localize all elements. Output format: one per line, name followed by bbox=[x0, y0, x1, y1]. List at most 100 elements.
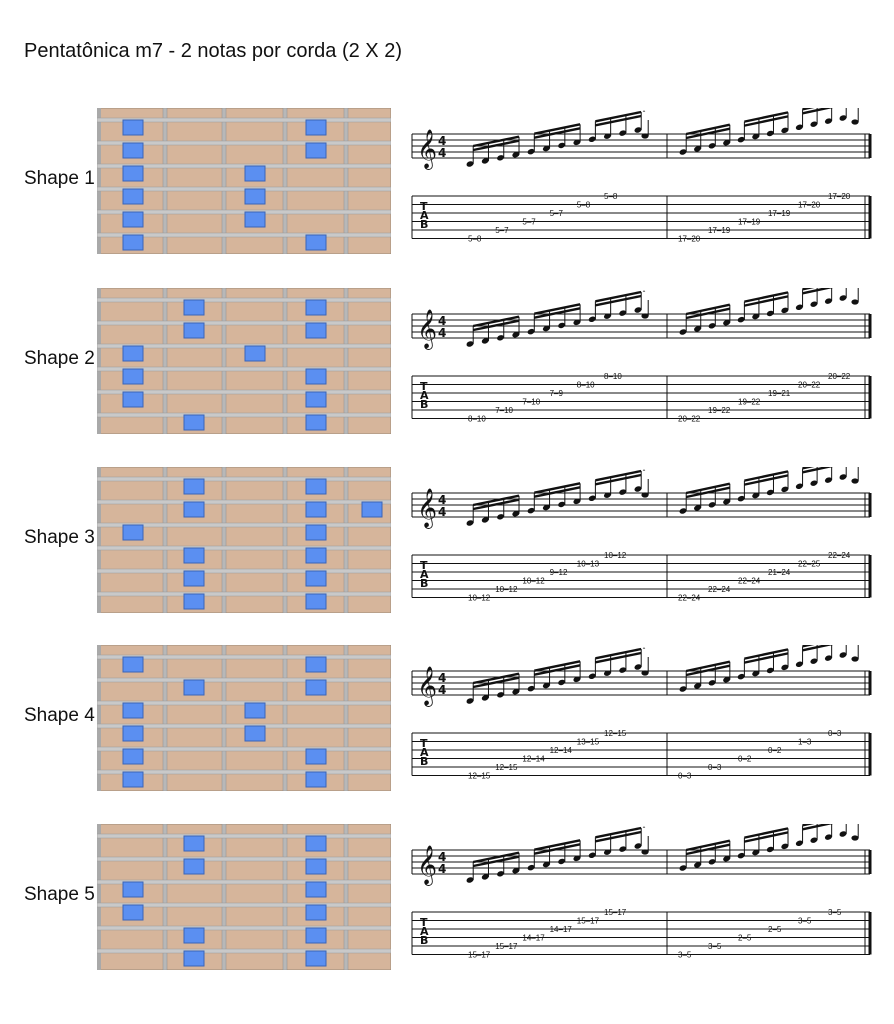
note-marker bbox=[305, 391, 327, 408]
note-head bbox=[737, 852, 745, 859]
beam bbox=[685, 486, 731, 499]
note-head bbox=[603, 492, 611, 498]
fret-wire bbox=[343, 467, 349, 613]
time-signature: 4 bbox=[438, 505, 446, 519]
note-head bbox=[573, 498, 581, 505]
note-marker bbox=[122, 345, 144, 362]
note-head bbox=[481, 695, 489, 701]
beam bbox=[802, 108, 834, 115]
note-head bbox=[542, 504, 550, 511]
note-head bbox=[573, 855, 581, 862]
tab-number: 17–20 bbox=[798, 201, 821, 210]
beam bbox=[595, 290, 642, 303]
guitar-string bbox=[97, 476, 391, 482]
beam bbox=[595, 473, 642, 486]
tab-number: 0–2 bbox=[768, 746, 782, 755]
tab-number: 0–3 bbox=[828, 729, 842, 738]
note-head bbox=[752, 133, 760, 140]
tab-number: 2–5 bbox=[768, 925, 782, 934]
note-head bbox=[497, 514, 505, 520]
note-head bbox=[810, 837, 818, 843]
time-signature: 4 bbox=[438, 683, 446, 697]
note-head bbox=[679, 329, 687, 335]
note-head bbox=[839, 831, 847, 837]
fretboard-diagram bbox=[97, 108, 391, 254]
nut bbox=[97, 467, 101, 613]
note-marker bbox=[122, 165, 144, 182]
tab-clef: T bbox=[420, 737, 428, 750]
tab-number: 7–10 bbox=[522, 398, 540, 407]
fret-wire bbox=[282, 645, 288, 791]
time-signature: 4 bbox=[438, 134, 446, 148]
note-marker bbox=[183, 478, 205, 495]
beam bbox=[685, 839, 731, 852]
beam bbox=[534, 660, 581, 672]
tab-number: 12–15 bbox=[604, 729, 627, 738]
shape-row: Shape 2𝄞44TABˆˆ8–107–107–107–98–108–1020… bbox=[0, 288, 894, 438]
shape-label: Shape 4 bbox=[24, 705, 95, 726]
note-head bbox=[839, 295, 847, 301]
note-marker bbox=[122, 211, 144, 228]
fret-wire bbox=[162, 645, 168, 791]
note-head bbox=[752, 313, 760, 320]
note-head bbox=[824, 298, 832, 304]
note-head bbox=[542, 145, 550, 152]
note-marker bbox=[305, 501, 327, 518]
beam bbox=[472, 315, 520, 328]
note-head bbox=[603, 133, 611, 139]
tab-number: 17–20 bbox=[828, 192, 851, 201]
beam bbox=[472, 139, 520, 152]
note-head bbox=[824, 477, 832, 483]
shape-row: Shape 3𝄞44TABˆˆ10–1210–1210–129–1210–131… bbox=[0, 467, 894, 617]
shape-row: Shape 5𝄞44TABˆˆ15–1715–1714–1714–1715–17… bbox=[0, 824, 894, 974]
note-head bbox=[781, 307, 789, 314]
note-head bbox=[781, 664, 789, 671]
guitar-string bbox=[97, 499, 391, 505]
note-head bbox=[679, 686, 687, 692]
note-head bbox=[542, 325, 550, 332]
note-marker bbox=[122, 771, 144, 788]
note-marker bbox=[305, 858, 327, 875]
note-marker bbox=[244, 702, 266, 719]
tab-clef: T bbox=[420, 916, 428, 929]
tab-number: 19–22 bbox=[738, 398, 761, 407]
note-head bbox=[737, 673, 745, 680]
tab-number: 10–12 bbox=[495, 585, 518, 594]
note-head bbox=[634, 664, 642, 670]
notation: 𝄞44TABˆˆ5–85–75–75–75–85–817–2017–1917–1… bbox=[408, 108, 880, 254]
beam bbox=[595, 830, 642, 843]
note-marker bbox=[122, 368, 144, 385]
note-head bbox=[481, 874, 489, 880]
beam bbox=[744, 111, 789, 123]
note-marker bbox=[305, 771, 327, 788]
note-head bbox=[573, 676, 581, 683]
note-head bbox=[641, 133, 649, 139]
beam bbox=[744, 648, 789, 660]
tab-number: 15–17 bbox=[577, 917, 600, 926]
shape-label: Shape 3 bbox=[24, 527, 95, 548]
tab-number: 0–3 bbox=[678, 772, 692, 781]
note-marker bbox=[305, 679, 327, 696]
note-head bbox=[851, 835, 859, 841]
note-head bbox=[810, 658, 818, 664]
tab-number: 20–22 bbox=[828, 372, 851, 381]
note-head bbox=[708, 680, 716, 686]
notation: 𝄞44TABˆˆ8–107–107–107–98–108–1020–2219–2… bbox=[408, 288, 880, 434]
tab-number: 7–10 bbox=[495, 406, 513, 415]
note-head bbox=[708, 502, 716, 508]
notation-tab: 𝄞44TABˆˆ15–1715–1714–1714–1715–1715–173–… bbox=[411, 824, 872, 960]
notation-tab: 𝄞44TABˆˆ5–85–75–75–75–85–817–2017–1917–1… bbox=[411, 108, 872, 244]
page-title: Pentatônica m7 - 2 notas por corda (2 X … bbox=[24, 40, 402, 62]
note-head bbox=[641, 492, 649, 498]
beam bbox=[472, 135, 520, 148]
tab-clef: A bbox=[420, 389, 429, 402]
time-signature: 4 bbox=[438, 146, 446, 160]
guitar-string bbox=[97, 879, 391, 885]
note-head bbox=[481, 158, 489, 164]
note-head bbox=[679, 508, 687, 514]
nut bbox=[97, 645, 101, 791]
note-head bbox=[573, 139, 581, 146]
beam bbox=[472, 851, 520, 864]
guitar-string bbox=[97, 389, 391, 395]
tab-number: 19–22 bbox=[708, 406, 731, 415]
